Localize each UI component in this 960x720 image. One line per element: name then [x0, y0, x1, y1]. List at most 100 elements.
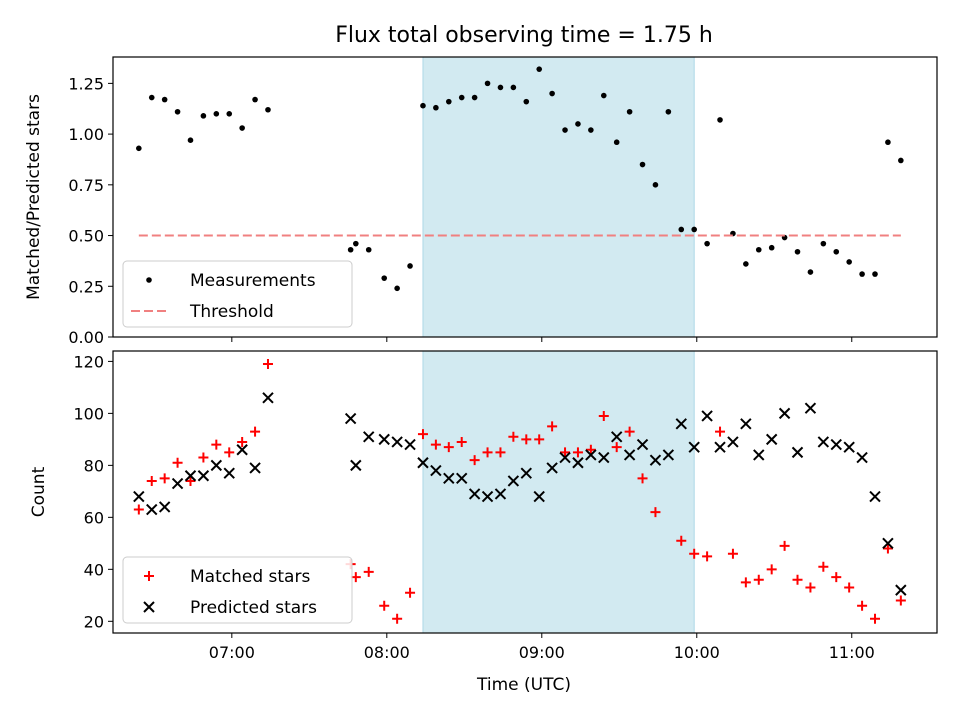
measurement-point — [846, 259, 852, 265]
predicted-star-point — [559, 451, 571, 464]
measurement-point — [484, 80, 491, 87]
matched-star-point — [637, 473, 648, 484]
measurement-point — [872, 271, 878, 277]
predicted-star-point — [133, 490, 145, 503]
predicted-star-point — [598, 451, 610, 464]
matched-star-point — [753, 574, 764, 585]
predicted-star-point — [350, 459, 362, 472]
predicted-star-point — [714, 441, 726, 453]
observing-window — [422, 56, 695, 338]
predicted-star-point — [494, 488, 507, 500]
legend-box — [122, 260, 353, 328]
matched-star-point — [882, 543, 893, 554]
x-tick-label: 08:00 — [364, 643, 410, 662]
y-tick-label: 100 — [73, 404, 104, 423]
measurement-point — [717, 117, 723, 123]
matched-star-point — [262, 358, 273, 369]
measurement-point — [407, 263, 413, 269]
matched-star-point — [831, 572, 842, 583]
measurement-point — [523, 98, 530, 105]
matched-star-point — [598, 410, 609, 421]
matched-star-point — [405, 587, 416, 598]
measurement-point — [704, 240, 710, 247]
y-tick-label: 60 — [84, 508, 104, 527]
matched-star-point — [443, 442, 454, 453]
y-tick-label: 20 — [84, 612, 104, 631]
predicted-star-point — [636, 438, 649, 451]
predicted-star-point — [791, 446, 804, 459]
matched-star-point — [895, 595, 906, 606]
predicted-star-point — [753, 449, 765, 461]
predicted-star-point — [675, 418, 687, 430]
y-tick-label: 0.25 — [68, 277, 104, 296]
matched-star-point — [534, 434, 545, 445]
predicted-star-point — [481, 490, 494, 503]
y-axis-label-top: Matched/Predicted stars — [24, 94, 44, 300]
predicted-star-point — [856, 451, 868, 464]
predicted-star-point — [546, 462, 558, 474]
predicted-star-point — [585, 449, 597, 461]
legend-marker — [144, 571, 154, 581]
measurement-point — [768, 244, 775, 251]
measurement-point — [394, 285, 400, 292]
predicted-star-point — [507, 475, 520, 487]
matched-star-point — [392, 613, 403, 624]
measurement-point — [136, 145, 142, 152]
measurement-point — [807, 269, 814, 275]
matched-star-point — [456, 436, 467, 447]
matched-star-point — [172, 457, 183, 468]
matched-star-point — [805, 582, 816, 593]
predicted-star-point — [236, 444, 248, 456]
measurement-point — [885, 139, 891, 146]
predicted-star-point — [417, 457, 429, 469]
matched-star-point — [521, 434, 532, 445]
predicted-star-point — [184, 470, 197, 482]
measurement-point — [510, 84, 517, 91]
axes-frame — [112, 350, 938, 634]
predicted-star-point — [430, 464, 442, 477]
predicted-star-point — [197, 470, 210, 482]
measurement-point — [239, 125, 245, 131]
x-tick-label: 11:00 — [829, 643, 875, 662]
measurement-point — [445, 98, 452, 105]
measurement-point — [562, 127, 568, 133]
predicted-star-point — [249, 462, 261, 474]
matched-star-point — [818, 561, 829, 572]
predicted-star-point — [701, 410, 713, 422]
matched-star-point — [624, 426, 635, 437]
matched-star-point — [159, 473, 170, 484]
series-measurements — [136, 66, 904, 292]
matched-star-point — [547, 421, 558, 432]
predicted-star-point — [830, 438, 842, 451]
measurement-point — [265, 106, 271, 113]
predicted-star-point — [443, 472, 455, 485]
matched-star-point — [857, 600, 868, 611]
predicted-star-point — [391, 436, 403, 448]
measurement-point — [626, 108, 633, 115]
y-tick-label: 80 — [84, 456, 104, 475]
measurement-point — [794, 248, 801, 255]
predicted-star-point — [610, 431, 623, 443]
measurement-point — [353, 240, 359, 247]
matched-star-point — [560, 447, 571, 458]
predicted-star-point — [262, 392, 274, 404]
measurement-point — [743, 261, 749, 267]
matched-star-point — [379, 600, 390, 611]
predicted-star-point — [572, 457, 584, 469]
count-panel: 20 40 60 80 100 120 07:00 08:00 09:00 10:00 11:00 M… — [73, 350, 938, 662]
predicted-star-point — [171, 477, 184, 490]
predicted-star-point — [662, 449, 675, 461]
y-tick-label: 1.00 — [68, 125, 104, 144]
predicted-star-point — [869, 490, 881, 503]
measurement-point — [613, 139, 620, 146]
measurement-point — [600, 92, 607, 99]
matched-star-point — [779, 540, 790, 551]
matched-star-point — [844, 582, 855, 593]
predicted-star-point — [363, 431, 375, 443]
measurement-point — [859, 271, 865, 277]
measurement-point — [458, 94, 465, 101]
measurement-point — [652, 182, 659, 188]
measurement-point — [187, 137, 194, 143]
predicted-star-point — [146, 503, 158, 516]
matched-star-point — [572, 447, 583, 458]
